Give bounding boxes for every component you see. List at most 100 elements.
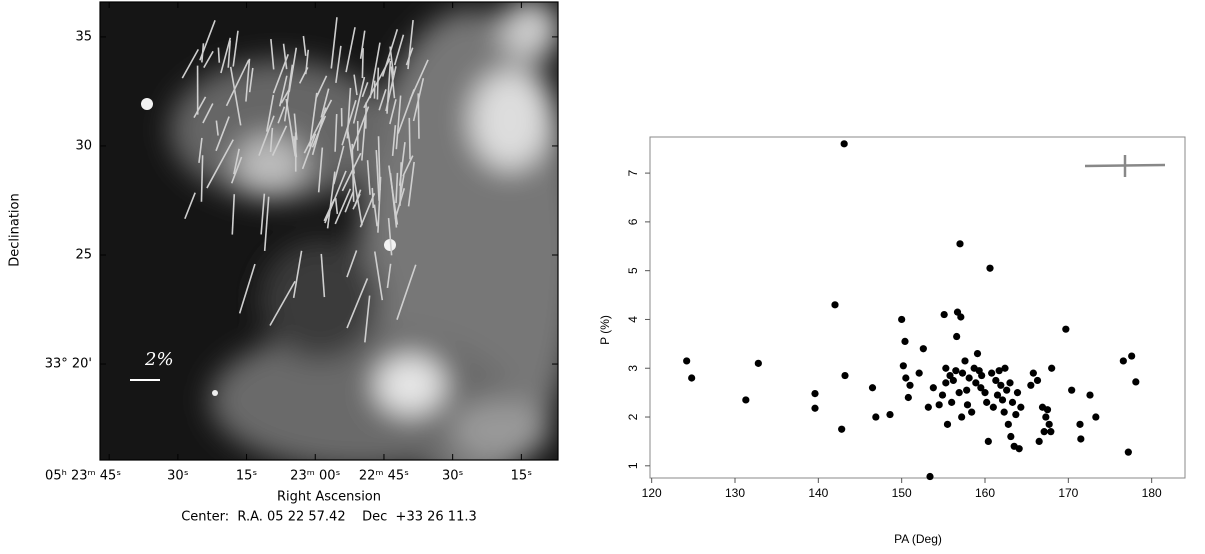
- data-point: [993, 391, 1002, 399]
- polarization-vector: [320, 88, 330, 118]
- polarization-vector: [405, 47, 414, 66]
- polarization-vector: [230, 156, 243, 184]
- data-point: [924, 403, 932, 411]
- polarization-vector: [231, 194, 236, 235]
- data-point: [1124, 448, 1132, 456]
- polarization-vector: [271, 125, 288, 156]
- polarization-vector: [387, 217, 393, 256]
- data-point: [997, 381, 1005, 389]
- polarization-vector: [308, 92, 318, 147]
- polarization-vector: [229, 66, 242, 126]
- data-point: [978, 371, 986, 380]
- polarization-vector: [347, 131, 356, 174]
- polarization-vector: [373, 204, 378, 227]
- polarization-vector: [263, 196, 270, 252]
- data-point: [935, 401, 943, 409]
- x-tick-label: 130: [725, 486, 745, 500]
- data-point: [963, 386, 971, 394]
- polarization-vector: [181, 48, 200, 79]
- polarization-vector: [248, 67, 254, 93]
- polarization-vector: [283, 64, 294, 122]
- polarization-vector: [330, 17, 338, 69]
- x-axis-label: PA (Deg): [894, 532, 942, 546]
- polarization-vector: [377, 136, 381, 191]
- x-tick-label: 15ˢ: [236, 469, 258, 484]
- center-caption: Center: R.A. 05 22 57.42 Dec +33 26 11.3: [181, 510, 477, 525]
- y-tick-label: 5: [626, 267, 640, 274]
- polarization-vector: [361, 82, 369, 98]
- y-tick-label: 30: [75, 138, 92, 153]
- data-point: [992, 376, 1000, 385]
- data-point: [754, 359, 762, 367]
- polarization-vector: [220, 37, 232, 74]
- polarization-vector: [361, 114, 367, 161]
- polarization-vector: [352, 76, 366, 124]
- polarization-vector: [333, 145, 345, 185]
- polarization-vector: [364, 295, 371, 343]
- data-point: [1003, 386, 1011, 394]
- data-point: [1132, 378, 1140, 386]
- data-point: [1045, 420, 1053, 428]
- polarization-vector: [353, 74, 358, 96]
- polarization-vector: [346, 250, 358, 278]
- polarization-vector: [193, 96, 207, 119]
- data-point: [963, 401, 972, 409]
- polarization-vector: [345, 27, 356, 73]
- data-point: [981, 389, 989, 397]
- polarization-vector: [272, 54, 289, 94]
- plot-frame: [649, 136, 1186, 479]
- polarization-vector: [341, 152, 362, 192]
- polarization-vector: [381, 28, 399, 77]
- x-tick-label: 170: [1058, 486, 1078, 500]
- polarization-vector: [215, 120, 219, 136]
- data-point: [1004, 420, 1012, 428]
- sky-image: [100, 2, 558, 460]
- polarization-vector: [278, 75, 288, 107]
- y-tick-label: 35: [75, 29, 92, 44]
- data-point: [998, 396, 1007, 404]
- data-point: [901, 337, 909, 346]
- x-tick-label: 23ᵐ 00ˢ: [290, 469, 340, 484]
- x-tick-label: 05ʰ 23ᵐ 45ˢ: [45, 469, 121, 484]
- data-point: [983, 398, 991, 406]
- polarization-vector: [399, 162, 402, 206]
- polarization-vector: [352, 193, 361, 210]
- polarization-vector: [334, 197, 339, 214]
- data-point: [953, 332, 961, 341]
- y-tick-label: 2: [626, 413, 640, 420]
- polarization-vector: [260, 193, 266, 235]
- polarization-vector: [378, 89, 387, 111]
- polarization-vector: [277, 106, 286, 124]
- polarization-vector: [198, 137, 203, 163]
- polarization-vector: [232, 30, 239, 67]
- polarization-vector: [376, 67, 380, 100]
- y-tick-label: 3: [626, 365, 640, 372]
- data-point: [977, 384, 985, 392]
- polarization-vector: [407, 161, 415, 207]
- y-tick-label: 25: [75, 247, 92, 262]
- polarization-vector: [334, 114, 338, 152]
- data-point: [942, 364, 950, 372]
- polarization-vector: [402, 155, 414, 177]
- data-point: [973, 350, 982, 358]
- polarization-vector: [225, 59, 250, 107]
- polarization-vector: [408, 117, 411, 160]
- polarization-vector: [288, 47, 298, 93]
- polarization-vector: [369, 42, 381, 99]
- polarization-vector: [344, 190, 355, 213]
- data-point: [1029, 369, 1037, 377]
- x-tick-label: 30ˢ: [442, 469, 464, 484]
- data-point: [948, 398, 956, 406]
- y-tick-label: 4: [626, 316, 640, 323]
- polarization-vector: [412, 78, 425, 122]
- x-tick-label: 15ˢ: [511, 469, 533, 484]
- polarization-vector: [386, 60, 392, 114]
- data-point: [1033, 376, 1042, 385]
- polarization-vector: [203, 50, 214, 69]
- data-point: [957, 313, 965, 321]
- polarization-vector: [395, 95, 402, 150]
- data-point: [1015, 445, 1023, 453]
- polarization-vector: [258, 115, 275, 156]
- data-point: [1035, 437, 1043, 446]
- x-tick-label: 150: [892, 486, 912, 500]
